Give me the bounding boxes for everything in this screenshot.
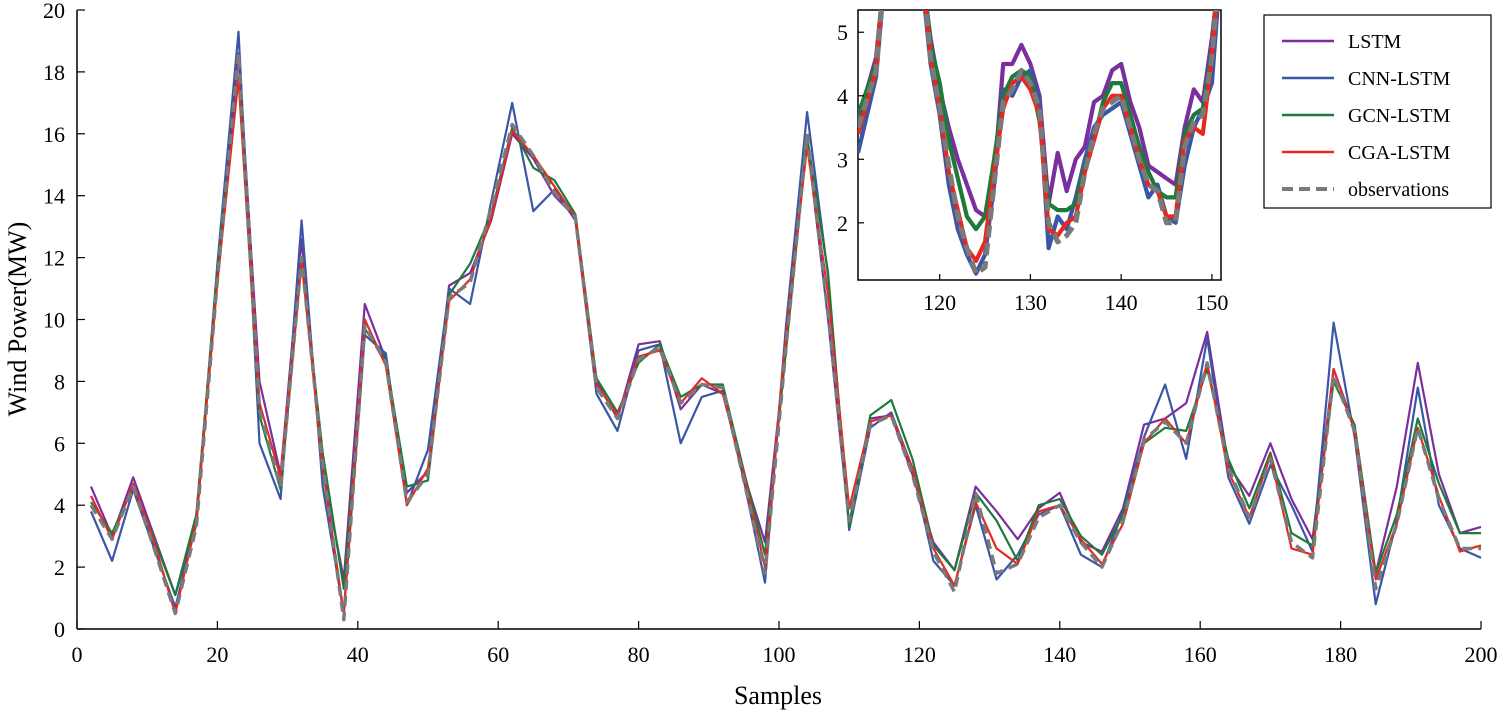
y-tick-label: 12	[43, 246, 65, 271]
x-tick-label: 200	[1465, 642, 1498, 667]
inset-series-line-cga-lstm	[858, 10, 1218, 263]
series-line-observations	[89, 51, 1481, 622]
x-tick-label: 40	[347, 642, 369, 667]
y-tick-label: 0	[54, 617, 65, 642]
x-axis-label: Samples	[734, 681, 822, 710]
x-tick-label: 60	[487, 642, 509, 667]
legend-box	[1263, 14, 1492, 209]
legend-label-cnn-lstm: CNN-LSTM	[1348, 68, 1450, 90]
inset-frame	[857, 9, 1222, 281]
inset-x-tick-label: 150	[1195, 290, 1228, 315]
legend-label-cga-lstm: CGA-LSTM	[1348, 142, 1450, 164]
inset-x-tick-label: 140	[1105, 290, 1138, 315]
inset-plot: 120 130 140 150 2 3 4 5	[837, 9, 1228, 315]
y-tick-label: 2	[54, 555, 65, 580]
legend-label-gcn-lstm: GCN-LSTM	[1348, 105, 1450, 127]
inset-y-tick-label: 5	[837, 20, 848, 45]
inset-series-group	[858, 10, 1220, 277]
legend-label-observations: observations	[1348, 179, 1449, 201]
inset-x-tick-label: 130	[1014, 290, 1047, 315]
x-tick-label: 0	[72, 642, 83, 667]
y-tick-label: 18	[43, 60, 65, 85]
inset-series-line-gcn-lstm	[858, 10, 1218, 232]
y-tick-label: 16	[43, 122, 65, 147]
y-tick-label: 4	[54, 493, 65, 518]
y-tick-label: 14	[43, 184, 65, 209]
plot-area: 0 20 40 60 80 100 120 140 160 180 200 0 2 4 6 8 10 12 14 16…	[43, 0, 1498, 667]
inset-series-line-observations	[858, 10, 1219, 277]
y-tick-label: 10	[43, 308, 65, 333]
inset-y-tick-label: 4	[837, 84, 848, 109]
x-tick-label: 120	[903, 642, 936, 667]
y-tick-label: 8	[54, 369, 65, 394]
legend-label-lstm: LSTM	[1348, 31, 1402, 53]
y-axis-label: Wind Power(MW)	[3, 222, 32, 417]
inset-y-tick-label: 3	[837, 147, 848, 172]
x-tick-label: 180	[1324, 642, 1357, 667]
x-tick-label: 20	[206, 642, 228, 667]
x-tick-label: 160	[1184, 642, 1217, 667]
x-tick-label: 80	[628, 642, 650, 667]
y-tick-label: 20	[43, 0, 65, 23]
x-tick-label: 140	[1043, 642, 1076, 667]
y-tick-label: 6	[54, 431, 65, 456]
x-tick-label: 100	[763, 642, 796, 667]
legend: LSTM CNN-LSTM GCN-LSTM CGA-LSTM observations	[1263, 14, 1492, 209]
inset-y-tick-label: 2	[837, 211, 848, 236]
inset-x-tick-label: 120	[923, 290, 956, 315]
